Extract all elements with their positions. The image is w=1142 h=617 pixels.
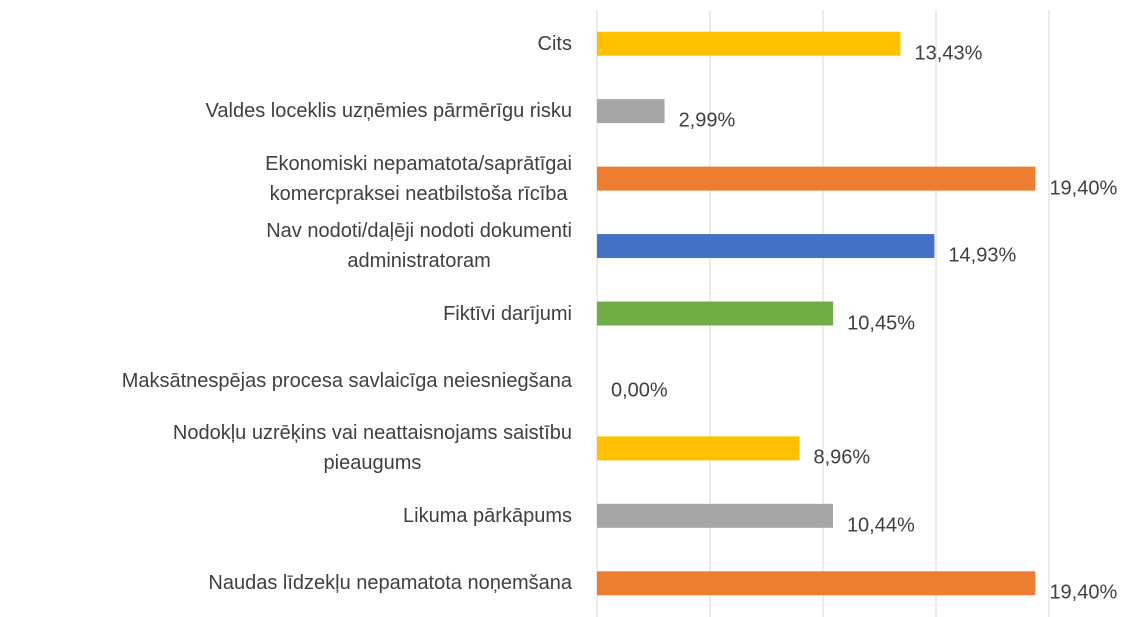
category-label: Naudas līdzekļu nepamatota noņemšana xyxy=(208,572,572,595)
bar xyxy=(597,31,901,56)
bar xyxy=(597,503,833,528)
bar xyxy=(597,301,834,326)
value-label: 0,00% xyxy=(611,379,668,402)
value-label: 19,40% xyxy=(1049,581,1118,604)
value-label: 19,40% xyxy=(1049,177,1118,200)
bar xyxy=(597,234,935,259)
bar xyxy=(597,571,1036,596)
category-label: Ekonomiski nepamatota/saprātīgai komercp… xyxy=(265,152,572,205)
value-label: 14,93% xyxy=(948,244,1017,267)
bar xyxy=(597,99,665,124)
bar xyxy=(597,166,1036,191)
category-label: Nodokļu uzrēķins vai neattaisnojams sais… xyxy=(172,422,572,475)
value-label: 10,44% xyxy=(846,514,915,537)
category-label: Likuma pārkāpums xyxy=(403,504,572,527)
value-label: 13,43% xyxy=(914,42,983,65)
value-label: 2,99% xyxy=(678,109,736,132)
category-label: Fiktīvi darījumi xyxy=(443,302,572,325)
value-label: 10,45% xyxy=(847,312,915,334)
value-label: 8,96% xyxy=(813,446,871,469)
category-label: Maksātnespējas procesa savlaicīga neiesn… xyxy=(121,369,572,392)
category-label: Valdes loceklis uzņēmies pārmērīgu risku xyxy=(205,100,572,123)
category-label: Nav nodoti/daļēji nodoti dokumenti admin… xyxy=(266,220,572,273)
bar xyxy=(597,436,800,461)
category-label: Cits xyxy=(537,32,572,55)
